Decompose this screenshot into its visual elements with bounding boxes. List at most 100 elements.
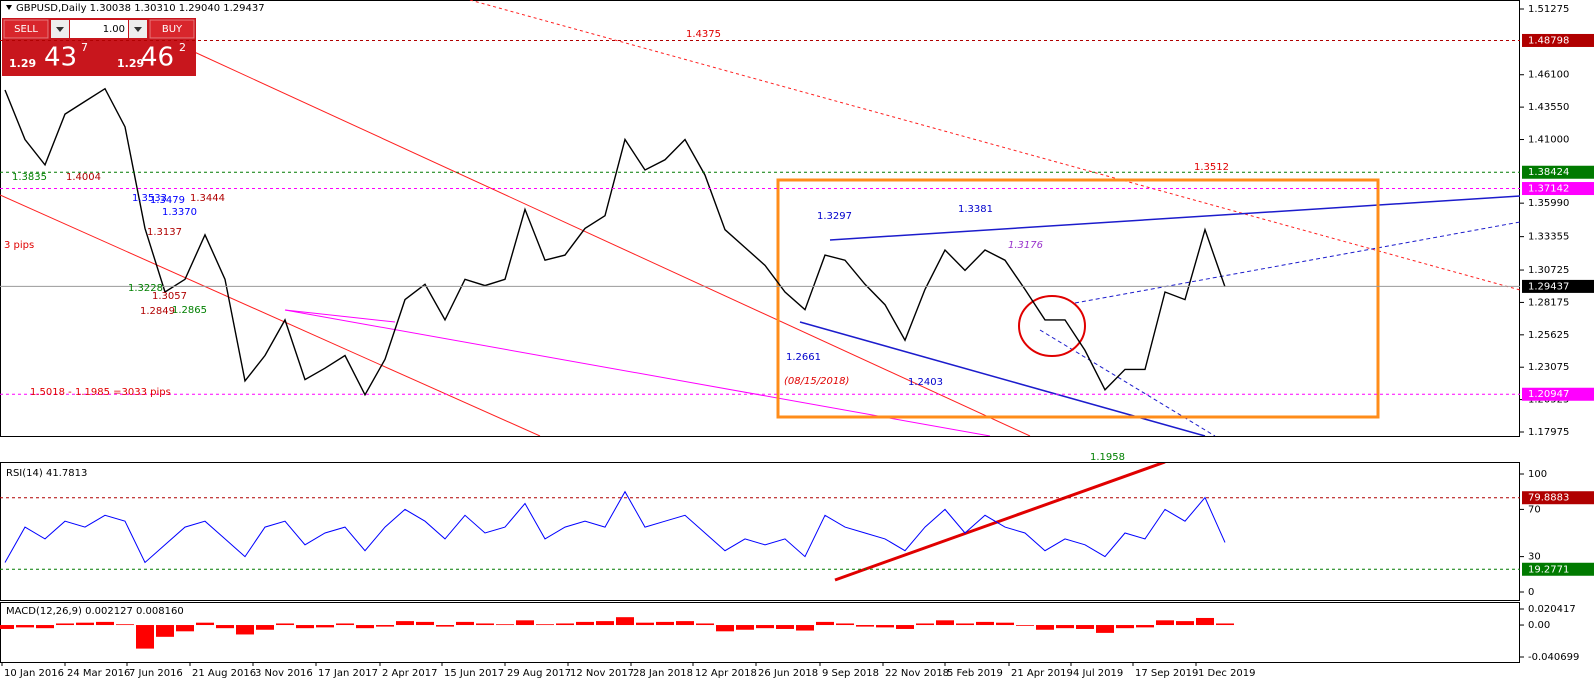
- rsi-frame: [0, 462, 1520, 601]
- histogram-bar: [556, 623, 574, 626]
- level-label-bg: [1522, 279, 1594, 293]
- level-label: 1.37142: [1528, 184, 1569, 195]
- y-tick-label: 100: [1528, 469, 1547, 480]
- histogram-bar: [1076, 625, 1094, 629]
- rsi-trend-line: [834, 463, 1166, 582]
- sell-button[interactable]: [3, 19, 49, 39]
- level-label: 79.8883: [1528, 493, 1569, 504]
- trend-line: [0, 194, 541, 436]
- y-tick-label: 70: [1528, 504, 1541, 515]
- x-tick-label: 7 Jun 2016: [129, 668, 183, 679]
- annotation: 3 pips: [4, 240, 34, 251]
- macd-title: MACD(12,26,9) 0.002127 0.008160: [6, 606, 184, 617]
- histogram-bar: [36, 625, 54, 629]
- lot-input[interactable]: [70, 20, 128, 38]
- histogram-bar: [1156, 620, 1174, 626]
- buy-price-pips: 46: [141, 43, 174, 73]
- histogram-bar: [816, 621, 834, 626]
- histogram-bar: [1096, 625, 1114, 633]
- histogram-bar: [476, 623, 494, 626]
- histogram-bar: [76, 622, 94, 626]
- trend-line: [284, 309, 991, 436]
- y-tick-label: 0.00: [1528, 620, 1550, 631]
- plot-area: [0, 617, 1234, 649]
- y-tick-label: -0.040699: [1528, 652, 1579, 663]
- histogram-bar: [416, 621, 434, 626]
- buy-price-big: 1.29: [117, 57, 144, 70]
- histogram-bar: [776, 625, 794, 629]
- histogram-bar: [1056, 625, 1074, 629]
- histogram-bar: [376, 625, 394, 627]
- sell-price-pips: 43: [44, 43, 77, 73]
- level-label-bg: [1522, 182, 1594, 196]
- y-tick-label: 1.33355: [1528, 232, 1569, 243]
- x-tick-label: 21 Apr 2019: [1011, 668, 1073, 679]
- annotation: 1.2865: [172, 305, 207, 316]
- x-tick-label: 9 Sep 2018: [822, 668, 879, 679]
- x-tick-label: 5 Feb 2019: [947, 668, 1003, 679]
- level-label: 1.29437: [1528, 281, 1569, 292]
- annotation: 1.4375: [686, 29, 721, 40]
- histogram-bar: [696, 623, 714, 626]
- level-label: 1.48798: [1528, 35, 1569, 46]
- histogram-bar: [836, 623, 854, 626]
- sell-label: SELL: [14, 24, 38, 35]
- annotation: 1.3228: [128, 283, 163, 294]
- histogram-bar: [256, 625, 274, 630]
- histogram-bar: [1136, 625, 1154, 628]
- annotation: 1.3444: [190, 193, 225, 204]
- histogram-bar: [336, 623, 354, 626]
- channel-line: [799, 321, 1206, 436]
- x-tick-label: 28 Jan 2018: [633, 668, 693, 679]
- trade-panel: SELL 1.00 BUY 1.29 43 7 1.29 46 2: [2, 18, 196, 76]
- annotation: 1.3533: [132, 193, 167, 204]
- histogram-bar: [536, 624, 554, 626]
- buy-button[interactable]: [149, 19, 195, 39]
- channel-line: [1039, 329, 1216, 436]
- histogram-bar: [1116, 625, 1134, 629]
- histogram-bar: [676, 621, 694, 626]
- histogram-bar: [496, 624, 514, 626]
- x-tick-label: 3 Nov 2016: [255, 668, 313, 679]
- histogram-bar: [716, 625, 734, 632]
- x-tick-label: 29 Aug 2017: [507, 668, 571, 679]
- y-tick-label: 1.51275: [1528, 4, 1569, 15]
- x-tick-label: 1 Dec 2019: [1198, 668, 1256, 679]
- x-tick-label: 21 Aug 2016: [192, 668, 256, 679]
- y-tick-label: 1.23075: [1528, 362, 1569, 373]
- annotation: 1.3297: [817, 211, 852, 222]
- header-icon: [6, 5, 12, 10]
- histogram-bar: [936, 620, 954, 626]
- histogram-bar: [356, 625, 374, 629]
- histogram-bar: [736, 625, 754, 630]
- histogram-bar: [956, 623, 974, 626]
- x-tick-label: 12 Nov 2017: [570, 668, 634, 679]
- annotation: 1.3835: [12, 172, 47, 183]
- histogram-bar: [756, 625, 774, 629]
- level-label-bg: [1522, 491, 1594, 505]
- histogram-bar: [1016, 625, 1034, 626]
- price-line: [4, 87, 1226, 397]
- histogram-bar: [96, 621, 114, 626]
- histogram-bar: [316, 625, 334, 628]
- histogram-bar: [276, 623, 294, 626]
- histogram-bar: [1196, 617, 1214, 626]
- level-label: 1.38424: [1528, 167, 1569, 178]
- histogram-bar: [876, 625, 894, 628]
- channel-line: [1074, 221, 1520, 304]
- annotation: 1.3381: [958, 204, 993, 215]
- plot-area: [4, 87, 1226, 397]
- level-label: 1.20947: [1528, 389, 1569, 400]
- histogram-bar: [1216, 623, 1234, 626]
- level-label: 19.2771: [1528, 564, 1569, 575]
- histogram-bar: [576, 621, 594, 626]
- plot-area: [4, 490, 1226, 564]
- annotation: 1.5018 - 1.1985 =3033 pips: [30, 387, 171, 398]
- annotation: 1.2849: [140, 306, 175, 317]
- annotation: 1.3479: [150, 195, 185, 206]
- annotation: 1.3137: [147, 227, 182, 238]
- x-tick-label: 17 Sep 2019: [1135, 668, 1198, 679]
- histogram-bar: [196, 622, 214, 626]
- annotation: (08/15/2018): [784, 376, 849, 387]
